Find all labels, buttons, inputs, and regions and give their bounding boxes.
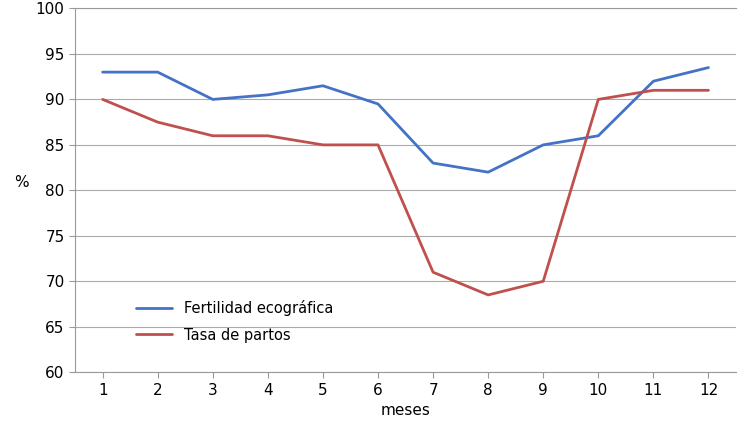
X-axis label: meses: meses bbox=[381, 403, 430, 418]
Tasa de partos bbox=[153, 120, 162, 125]
Fertilidad ecográfica bbox=[264, 92, 273, 97]
Tasa de partos bbox=[318, 142, 327, 148]
Fertilidad ecográfica bbox=[594, 133, 603, 138]
Fertilidad ecográfica bbox=[704, 65, 713, 70]
Tasa de partos bbox=[484, 292, 493, 297]
Fertilidad ecográfica bbox=[429, 160, 438, 165]
Fertilidad ecográfica bbox=[208, 97, 217, 102]
Tasa de partos bbox=[98, 97, 107, 102]
Tasa de partos bbox=[649, 88, 658, 93]
Legend: Fertilidad ecográfica, Tasa de partos: Fertilidad ecográfica, Tasa de partos bbox=[128, 293, 341, 350]
Fertilidad ecográfica bbox=[538, 142, 547, 148]
Tasa de partos bbox=[704, 88, 713, 93]
Line: Fertilidad ecográfica: Fertilidad ecográfica bbox=[103, 68, 708, 172]
Fertilidad ecográfica bbox=[153, 70, 162, 75]
Tasa de partos bbox=[538, 279, 547, 284]
Tasa de partos bbox=[373, 142, 382, 148]
Tasa de partos bbox=[594, 97, 603, 102]
Fertilidad ecográfica bbox=[318, 83, 327, 88]
Tasa de partos bbox=[429, 270, 438, 275]
Tasa de partos bbox=[264, 133, 273, 138]
Line: Tasa de partos: Tasa de partos bbox=[103, 91, 708, 295]
Fertilidad ecográfica bbox=[649, 79, 658, 84]
Tasa de partos bbox=[208, 133, 217, 138]
Fertilidad ecográfica bbox=[484, 170, 493, 175]
Fertilidad ecográfica bbox=[373, 102, 382, 107]
Y-axis label: %: % bbox=[14, 176, 29, 190]
Fertilidad ecográfica bbox=[98, 70, 107, 75]
